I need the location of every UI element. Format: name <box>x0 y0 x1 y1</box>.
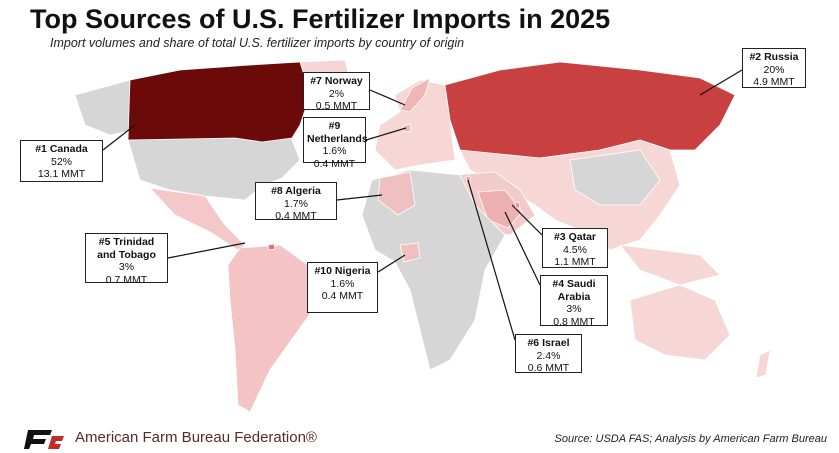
country: Canada <box>49 143 88 155</box>
rank: #1 <box>35 143 47 155</box>
callout: #6 Israel 2.4% 0.6 MMT <box>515 334 582 374</box>
callout-heading: #8 Algeria <box>259 185 333 198</box>
share: 1.7% <box>284 197 308 210</box>
country: Trinidad and Tobago <box>97 236 156 261</box>
source: Source: USDA FAS; Analysis by American F… <box>554 433 827 445</box>
trinidad <box>267 243 276 251</box>
australia <box>629 284 731 361</box>
rank: #6 <box>527 337 540 349</box>
country: Algeria <box>285 185 321 197</box>
leader-line <box>102 124 136 151</box>
rank: #5 <box>98 236 111 248</box>
share: 20% <box>763 63 785 76</box>
leader-line <box>377 254 406 273</box>
callout: #7 Norway 2% 0.5 MMT <box>303 72 370 112</box>
callout-heading: #5 Trinidad and Tobago <box>89 236 164 261</box>
leader-line <box>511 204 543 236</box>
africa <box>361 169 506 371</box>
share: 2% <box>328 87 345 100</box>
callout-heading: #1 Canada <box>24 143 99 156</box>
logo <box>24 430 64 449</box>
callout: #10 Nigeria 1.6% 0.4 MMT <box>307 262 378 313</box>
alaska <box>74 79 136 136</box>
russia <box>444 61 736 159</box>
country: Russia <box>764 51 799 63</box>
rank: #2 <box>749 51 762 63</box>
callout-heading: #9 Netherlands <box>307 120 368 145</box>
country: Netherlands <box>307 132 368 145</box>
callout-heading: #7 Norway <box>307 75 366 88</box>
country: Nigeria <box>334 265 371 277</box>
canada <box>127 61 331 143</box>
china <box>569 149 661 206</box>
country: Norway <box>324 75 363 87</box>
callout-heading: #4 Saudi Arabia <box>544 278 604 303</box>
rank: #3 <box>553 231 566 243</box>
leader-line <box>467 179 516 341</box>
share: 3% <box>566 303 582 315</box>
volume: 0.5 MMT <box>315 100 358 112</box>
rank: #9 <box>328 120 341 132</box>
volume: 13.1 MMT <box>37 168 86 180</box>
rank: #4 <box>552 278 565 290</box>
netherlands <box>402 123 412 133</box>
callout: #9 Netherlands 1.6% 0.4 MMT <box>303 117 368 170</box>
country: Saudi Arabia <box>557 278 596 303</box>
southeast-asia <box>619 244 721 286</box>
leader-line <box>365 127 407 141</box>
share: 52% <box>50 155 72 168</box>
share: 4.5% <box>563 243 587 256</box>
volume: 0.4 MMT <box>275 210 317 222</box>
share: 3% <box>118 261 135 273</box>
callout: #8 Algeria 1.7% 0.4 MMT <box>255 182 337 222</box>
leader-line <box>504 211 541 286</box>
volume: 1.1 MMT <box>554 256 596 268</box>
callout: #1 Canada 52% 13.1 MMT <box>20 140 103 182</box>
nigeria <box>399 242 421 263</box>
rank: #10 <box>314 265 332 277</box>
algeria <box>377 171 416 216</box>
subtitle: Import volumes and share of total U.S. f… <box>50 36 465 50</box>
rank: #8 <box>271 185 283 197</box>
norway <box>399 77 431 113</box>
organization: American Farm Bureau Federation® <box>75 429 317 446</box>
callout: #2 Russia 20% 4.9 MMT <box>742 48 806 88</box>
volume: 0.4 MMT <box>313 157 356 170</box>
volume: 4.9 MMT <box>753 76 795 88</box>
country: Qatar <box>568 231 597 243</box>
leader-line <box>336 194 383 201</box>
leader-line <box>167 242 246 259</box>
callout-heading: #6 Israel <box>519 337 578 350</box>
volume: 0.8 MMT <box>553 315 595 328</box>
share: 2.4% <box>536 349 561 362</box>
callout-heading: #10 Nigeria <box>311 265 374 278</box>
leader-line <box>369 89 406 106</box>
rank: #7 <box>310 75 322 87</box>
volume: 0.6 MMT <box>527 362 570 374</box>
share: 1.6% <box>330 277 355 290</box>
callout-heading: #2 Russia <box>746 51 802 64</box>
qatar <box>514 201 521 209</box>
share: 1.6% <box>322 145 347 157</box>
new-zealand <box>755 349 771 379</box>
title: Top Sources of U.S. Fertilizer Imports i… <box>30 4 611 34</box>
callout: #3 Qatar 4.5% 1.1 MMT <box>542 228 608 268</box>
callout: #4 Saudi Arabia 3% 0.8 MMT <box>540 275 608 328</box>
country: Israel <box>542 337 570 349</box>
callout-heading: #3 Qatar <box>546 231 604 244</box>
volume: 0.4 MMT <box>321 290 364 302</box>
callout: #5 Trinidad and Tobago 3% 0.7 MMT <box>85 233 168 286</box>
volume: 0.7 MMT <box>105 273 148 286</box>
leader-line <box>699 69 743 96</box>
